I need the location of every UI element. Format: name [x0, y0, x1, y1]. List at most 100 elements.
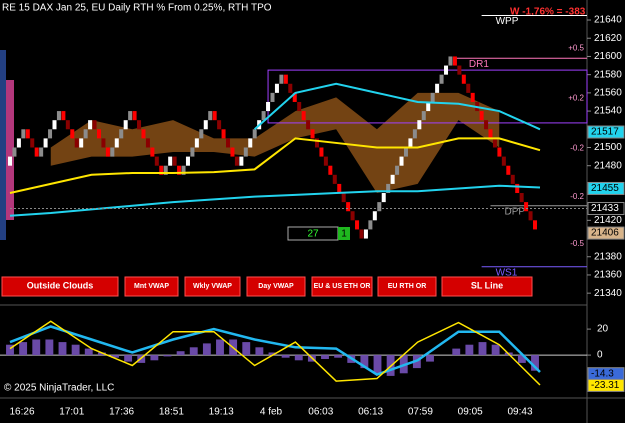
button-label: Outside Clouds: [27, 280, 94, 290]
button-bg: [246, 276, 306, 297]
brick: [34, 147, 39, 157]
brick: [488, 129, 493, 139]
pct-label: -0.2: [570, 144, 584, 153]
button-label: EU & US ETH OR: [314, 283, 371, 290]
histogram-bar: [150, 355, 159, 361]
y-tick-label: 0: [597, 350, 603, 361]
brick: [381, 193, 386, 203]
price-tag: [587, 201, 625, 215]
level-label: WPP: [496, 16, 519, 27]
button[interactable]: Day VWAP: [246, 276, 306, 297]
x-tick-label: 06:13: [358, 407, 383, 418]
brick: [457, 65, 462, 75]
counter-box: [338, 227, 350, 240]
brick: [212, 111, 217, 121]
x-tick-label: 17:01: [59, 407, 84, 418]
brick: [408, 138, 413, 148]
y-tick-label: 21380: [594, 251, 622, 262]
brick: [168, 156, 173, 166]
price-tag-label: 21455: [591, 183, 619, 194]
brick: [154, 156, 159, 166]
brick: [403, 147, 408, 157]
brick: [497, 147, 502, 157]
brick: [137, 120, 142, 130]
button[interactable]: EU RTH OR: [377, 276, 437, 297]
brick: [479, 111, 484, 121]
brick: [390, 174, 395, 184]
brick: [239, 156, 244, 166]
y-tick-label: 21360: [594, 270, 622, 281]
histogram-bar: [426, 355, 434, 362]
brick: [421, 111, 426, 121]
histogram-bar: [202, 343, 211, 356]
brick: [519, 193, 524, 203]
price-tag: [587, 378, 625, 392]
brick: [16, 138, 21, 148]
brick: [435, 83, 440, 93]
oscillator-line: [9, 325, 541, 376]
price-tag: [587, 226, 625, 240]
histogram-bar: [255, 347, 264, 356]
price-tag: [587, 125, 625, 139]
histogram-bar: [32, 339, 41, 356]
brick: [243, 147, 248, 157]
brick: [314, 138, 319, 148]
brick: [21, 129, 26, 139]
histogram-bar: [373, 355, 382, 374]
y-tick-label: 21480: [594, 160, 622, 171]
button-bg: [184, 276, 241, 297]
brick: [274, 83, 279, 93]
button[interactable]: Outside Clouds: [1, 276, 119, 297]
brick: [270, 92, 275, 102]
cloud: [50, 92, 500, 194]
x-tick-label: 16:26: [9, 407, 34, 418]
brick: [88, 120, 93, 130]
brick: [221, 129, 226, 139]
indicator-line: [253, 82, 541, 131]
button-bg: [311, 276, 373, 297]
x-tick-label: 09:05: [458, 407, 483, 418]
button[interactable]: Wkly VWAP: [184, 276, 241, 297]
brick: [230, 147, 235, 157]
brick: [172, 156, 177, 166]
histogram-bar: [71, 344, 80, 356]
brick: [524, 202, 529, 212]
level-label: DPP: [505, 206, 526, 217]
range-box: [267, 69, 588, 124]
brick: [12, 147, 17, 157]
brick: [114, 138, 119, 148]
button[interactable]: SL Line: [441, 276, 533, 297]
brick: [101, 138, 106, 148]
brick: [150, 147, 155, 157]
button[interactable]: Mnt VWAP: [124, 276, 179, 297]
brick: [128, 111, 133, 121]
brick: [234, 156, 239, 166]
brick: [185, 156, 190, 166]
price-tag-label: 21406: [591, 228, 619, 239]
brick: [372, 211, 377, 221]
brick: [444, 65, 449, 75]
brick: [310, 129, 315, 139]
brick: [56, 111, 61, 121]
histogram-bar: [517, 355, 526, 363]
x-tick-label: 4 feb: [260, 407, 283, 418]
brick: [532, 220, 538, 230]
brick: [470, 92, 475, 102]
oscillator-line: [9, 320, 541, 386]
brick: [25, 129, 30, 139]
brick: [412, 129, 417, 139]
pct-label: +0.5: [568, 43, 584, 52]
button-bg: [124, 276, 179, 297]
brick: [226, 138, 231, 148]
histogram-bar: [58, 342, 67, 356]
brick: [368, 220, 373, 230]
histogram-bar: [189, 347, 198, 356]
brick: [141, 129, 146, 139]
histogram-bar: [19, 342, 28, 356]
brick: [261, 111, 266, 121]
x-tick-label: 06:03: [308, 407, 333, 418]
histogram-bar: [360, 355, 369, 369]
brick: [43, 138, 48, 148]
button[interactable]: EU & US ETH OR: [311, 276, 373, 297]
copyright: © 2025 NinjaTrader, LLC: [4, 383, 114, 394]
